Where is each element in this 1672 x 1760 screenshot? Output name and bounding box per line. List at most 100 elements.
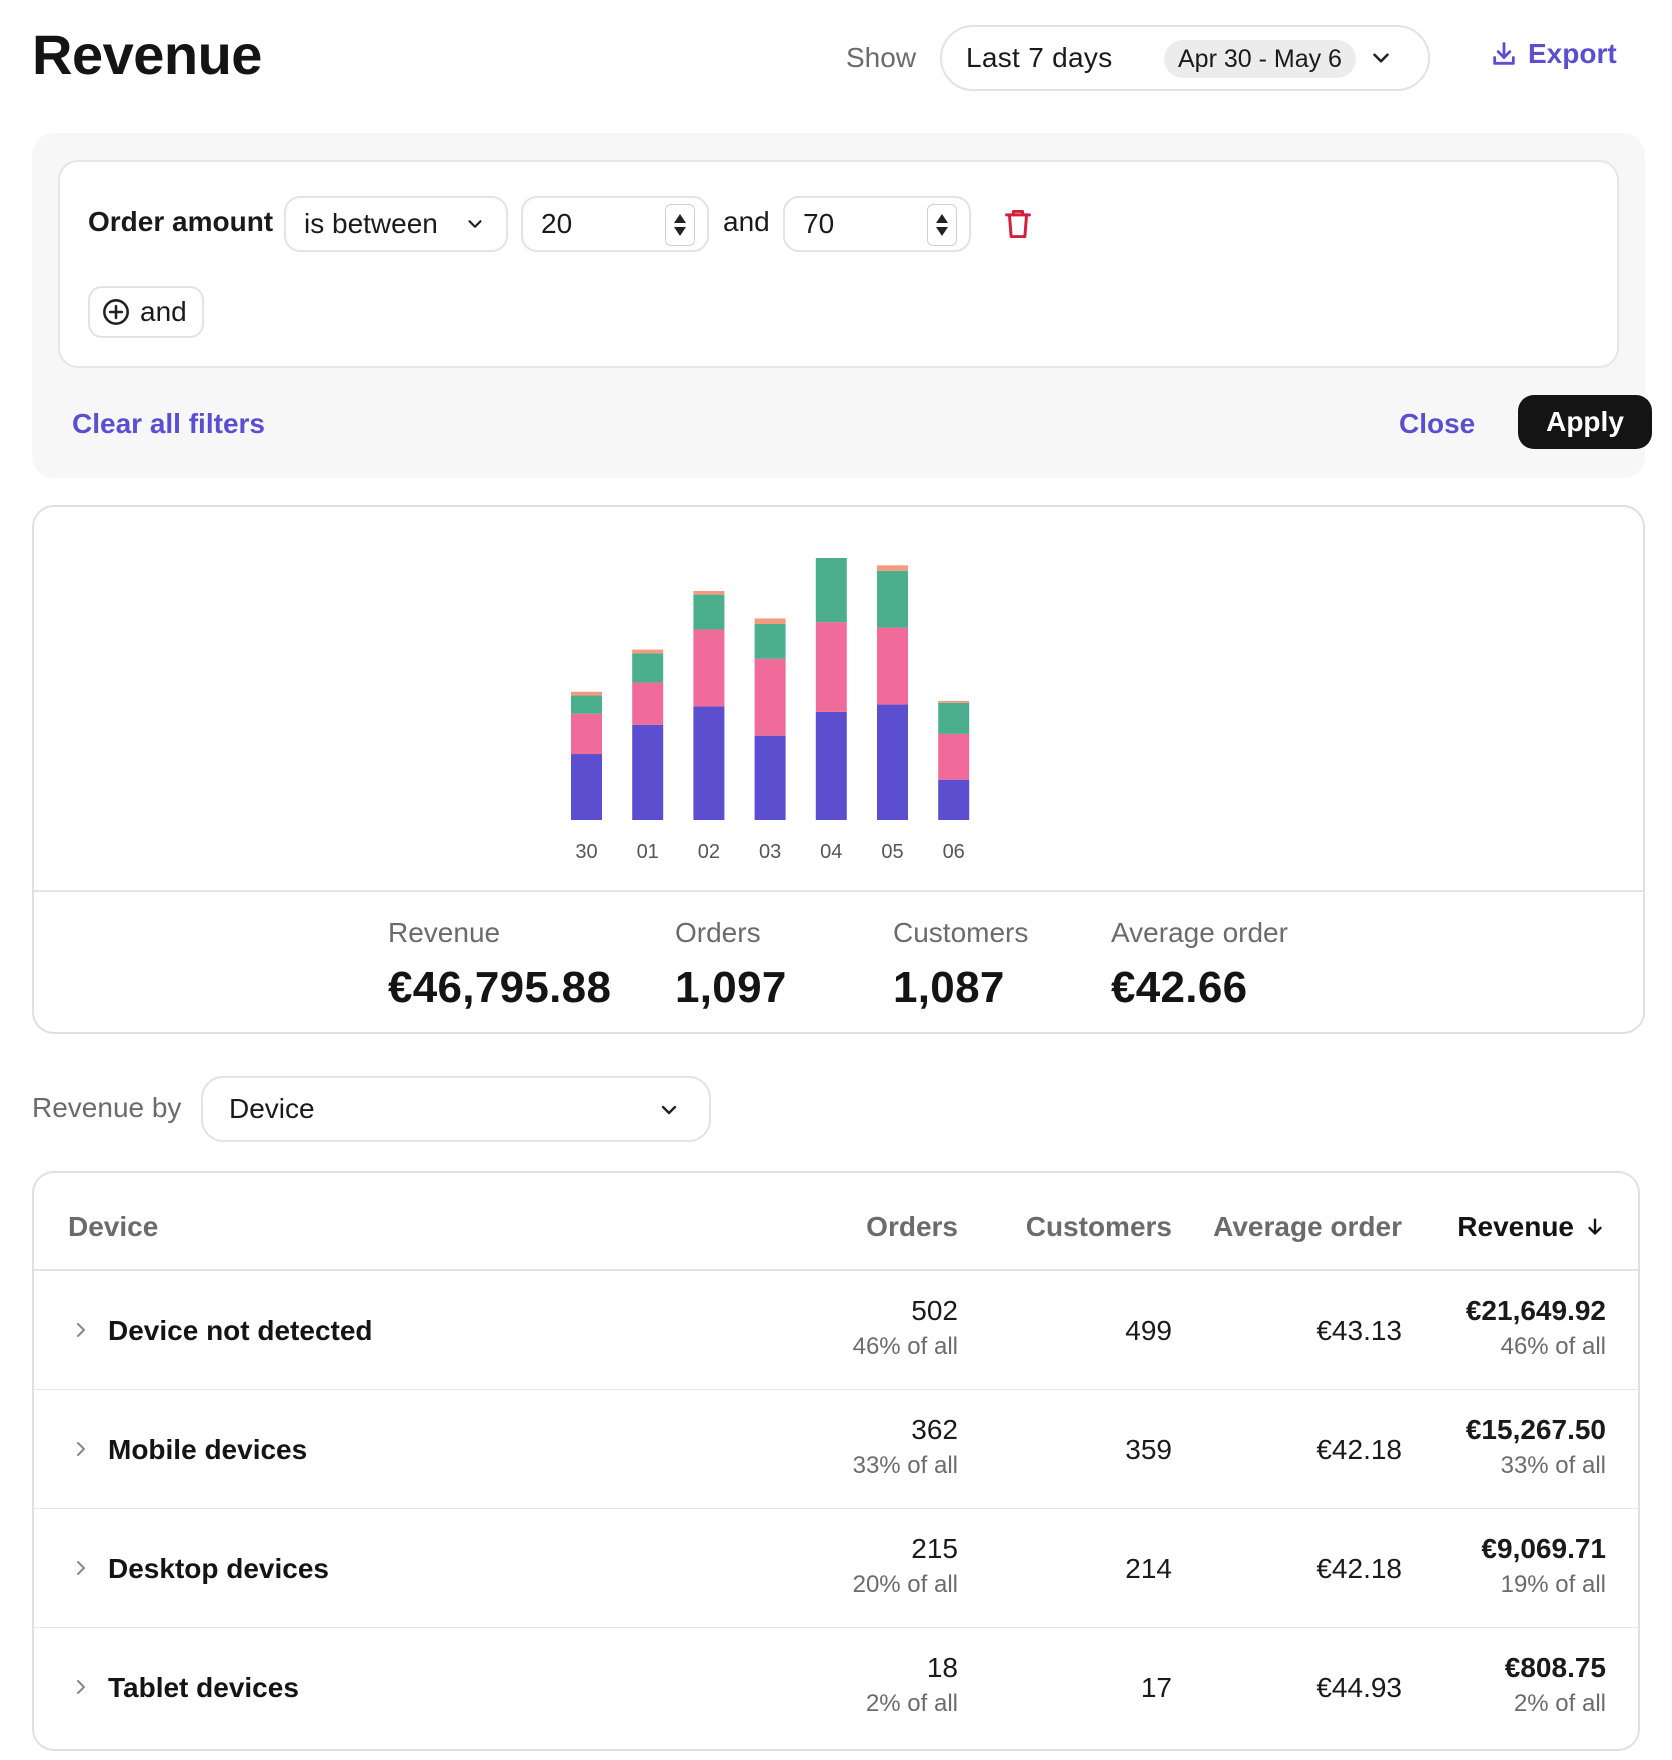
revenue-cell: €15,267.50 33% of all [1466,1414,1606,1480]
stat-label: Average order [1111,917,1288,948]
dimension-select[interactable]: Device [201,1076,711,1142]
x-tick-label: 02 [698,841,720,863]
bar-stack-30[interactable] [571,691,602,820]
x-tick-label: 01 [637,841,659,863]
download-icon [1493,42,1515,65]
arrow-down-icon [1588,1218,1602,1235]
bar-stack-05[interactable] [877,565,908,820]
bar-segment [693,629,725,707]
x-tick-label: 04 [820,841,842,863]
average-order-value: €44.93 [1316,1671,1402,1703]
show-label: Show [846,42,917,73]
stepper-up-icon[interactable] [936,214,948,223]
max-stepper[interactable] [927,204,957,246]
bar-segment [815,558,847,623]
column-header-customers[interactable]: Customers [1025,1211,1172,1242]
orders-share: 20% of all [852,1571,958,1598]
table-row[interactable]: Desktop devices 215 20% of all 214 €42.18 €9,… [34,1509,1638,1628]
average-order-cell: €44.93 [1316,1672,1402,1704]
add-condition-button[interactable]: and [88,286,204,338]
filter-max-value: 70 [803,208,835,239]
bar-stack-01[interactable] [632,649,664,820]
chevron-right-icon[interactable] [74,1322,88,1337]
revenue-value: €9,069.71 [1481,1533,1606,1564]
customers-value: 359 [1125,1433,1172,1465]
column-header-average-order[interactable]: Average order [1213,1211,1402,1242]
column-header-orders[interactable]: Orders [866,1211,958,1242]
chevron-right-icon[interactable] [74,1560,88,1575]
table-row[interactable]: Device not detected 502 46% of all 499 €43.1… [34,1271,1638,1390]
date-range-picker[interactable]: Last 7 days Apr 30 - May 6 [940,25,1430,91]
bar-segment [571,754,602,820]
customers-value: 214 [1125,1552,1172,1584]
x-tick-label: 05 [881,841,903,863]
filter-condition-box: Order amount is between 20 and 70 [58,160,1619,368]
bar-segment [571,713,602,755]
table-row[interactable]: Mobile devices 362 33% of all 359 €42.18 €15,… [34,1390,1638,1509]
bar-stack-02[interactable] [693,590,725,820]
bar-segment [938,702,970,734]
bar-segment [571,691,602,696]
stat-label: Revenue [388,917,501,948]
stat-value: 1,087 [893,963,1005,1012]
stat-orders: Orders 1,097 [675,917,787,1013]
divider [34,890,1643,892]
export-button[interactable]: Export [1490,38,1617,70]
close-button[interactable]: Close [1399,408,1476,439]
chevron-right-icon[interactable] [74,1441,88,1456]
revenue-cell: €9,069.71 19% of all [1481,1533,1606,1599]
stat-average-order: Average order €42.66 [1111,917,1288,1013]
orders-share: 2% of all [865,1690,958,1717]
orders-cell: 18 2% of all [866,1652,958,1718]
row-divider [34,1389,1638,1390]
bar-segment [877,565,908,571]
stepper-up-icon[interactable] [674,214,686,223]
bar-segment [754,623,786,659]
average-order-cell: €43.13 [1316,1315,1402,1347]
x-tick-label: 06 [943,841,965,863]
bar-segment [938,733,970,780]
revenue-share: 46% of all [1500,1333,1606,1360]
average-order-cell: €42.18 [1316,1434,1402,1466]
average-order-value: €42.18 [1316,1552,1402,1584]
stat-value: €42.66 [1111,963,1248,1012]
stepper-down-icon[interactable] [674,227,686,236]
stat-label: Orders [675,917,761,948]
page-title: Revenue [32,23,262,86]
table-row[interactable]: Tablet devices 18 2% of all 17 €44.93 €808.75… [34,1628,1638,1747]
bar-segment [877,704,908,820]
customers-cell: 359 [1125,1434,1172,1466]
column-header-device[interactable]: Device [68,1211,159,1242]
bar-stack-03[interactable] [754,618,786,820]
revenue-chart-card: 30 01 02 03 04 05 06 Revenue €46,795.88 Orders… [32,505,1645,1034]
min-stepper[interactable] [665,204,695,246]
orders-value: 215 [911,1533,958,1564]
stat-label: Customers [893,917,1029,948]
filter-operator-select[interactable]: is between [284,196,508,252]
customers-cell: 499 [1125,1315,1172,1347]
bar-segment [693,706,725,820]
revenue-value: €21,649.92 [1465,1295,1606,1326]
stat-value: €46,795.88 [388,963,612,1012]
bar-segment [754,735,786,820]
device-name: Desktop devices [108,1552,329,1584]
bar-stack-06[interactable] [938,700,970,820]
bar-stack-04[interactable] [815,558,847,820]
divider [34,1269,1638,1271]
filter-min-input[interactable]: 20 [521,196,709,252]
bar-segment [938,779,970,820]
chevron-down-icon [1373,53,1389,63]
bar-segment [571,695,602,714]
bar-segment [693,594,725,630]
chevron-right-icon[interactable] [74,1679,88,1694]
stepper-down-icon[interactable] [936,227,948,236]
plus-circle-icon [103,299,129,325]
filter-max-input[interactable]: 70 [783,196,971,252]
bar-segment [815,711,847,820]
column-header-revenue[interactable]: Revenue [1457,1211,1606,1243]
apply-button[interactable]: Apply [1518,395,1652,449]
trash-icon[interactable] [1004,208,1032,240]
stat-value: 1,097 [675,963,787,1012]
clear-filters-link[interactable]: Clear all filters [72,408,265,439]
customers-cell: 17 [1141,1672,1172,1704]
